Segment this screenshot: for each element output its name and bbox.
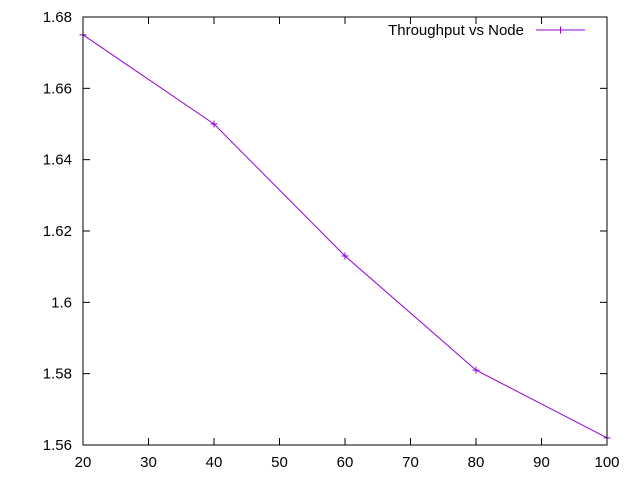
y-tick-label: 1.62 xyxy=(43,223,72,240)
x-tick-label: 70 xyxy=(402,454,419,471)
x-tick-label: 90 xyxy=(533,454,550,471)
series-line xyxy=(82,34,608,439)
series-layer xyxy=(79,31,611,442)
y-tick-label: 1.68 xyxy=(43,9,72,26)
legend-marker xyxy=(557,26,564,34)
data-point-marker xyxy=(210,120,218,128)
y-tick-label: 1.66 xyxy=(43,80,72,97)
x-tick-label: 20 xyxy=(75,454,92,471)
y-tick-label: 1.56 xyxy=(43,437,72,454)
x-tick-label: 40 xyxy=(206,454,223,471)
x-tick-label: 80 xyxy=(468,454,485,471)
y-tick-label: 1.6 xyxy=(51,294,72,311)
x-tick-label: 60 xyxy=(337,454,354,471)
x-tick-label: 100 xyxy=(594,454,619,471)
data-point-marker xyxy=(341,252,349,260)
plot-frame xyxy=(82,16,608,446)
y-tick-label: 1.64 xyxy=(43,152,72,169)
x-tick-label: 50 xyxy=(271,454,288,471)
x-tick-label: 30 xyxy=(140,454,157,471)
ticks-layer: 20 30 40 50 60 70 80 90 100 1.56 1.58 1.6 1.62 1.64 1.… xyxy=(43,9,620,471)
legend: Throughput vs Node xyxy=(388,22,585,39)
y-tick-label: 1.58 xyxy=(43,366,72,383)
legend-label: Throughput vs Node xyxy=(388,22,524,39)
data-point-marker xyxy=(472,366,480,374)
